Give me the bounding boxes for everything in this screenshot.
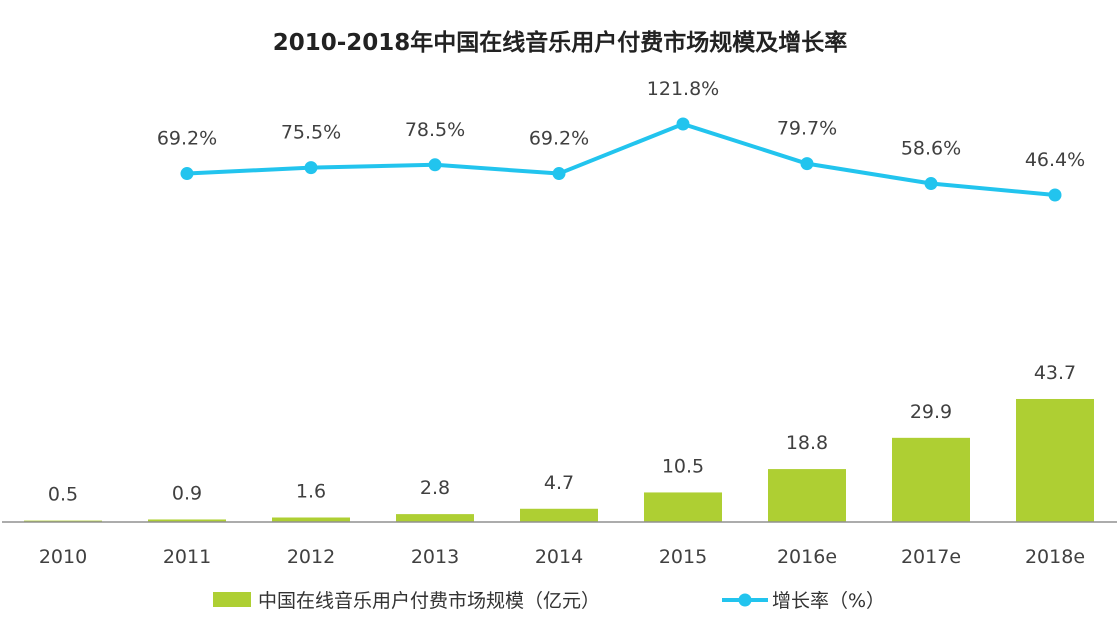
line-value-label: 69.2% xyxy=(529,128,589,150)
line-value-label: 79.7% xyxy=(777,118,837,140)
bar xyxy=(1016,398,1094,522)
legend-line-marker xyxy=(738,593,752,607)
bar-value-label: 43.7 xyxy=(1034,362,1076,384)
x-tick-label: 2011 xyxy=(163,546,211,568)
line-point xyxy=(180,167,194,181)
bar-value-label: 2.8 xyxy=(420,477,450,499)
line-point xyxy=(676,117,690,131)
x-tick-label: 2014 xyxy=(535,546,583,568)
bar-value-label: 0.5 xyxy=(48,484,78,506)
x-tick-label: 2010 xyxy=(39,546,87,568)
legend-bar-swatch xyxy=(213,592,251,607)
x-tick-label: 2013 xyxy=(411,546,459,568)
line-value-label: 78.5% xyxy=(405,119,465,141)
legend-bar-label: 中国在线音乐用户付费市场规模（亿元） xyxy=(258,590,600,612)
line-point xyxy=(428,158,442,172)
line-point xyxy=(800,157,814,171)
bar-value-label: 0.9 xyxy=(172,482,202,504)
bar xyxy=(396,514,474,522)
legend-line-label: 增长率（%） xyxy=(772,590,885,612)
bar xyxy=(768,469,846,522)
x-tick-label: 2012 xyxy=(287,546,335,568)
x-tick-label: 2015 xyxy=(659,546,707,568)
line-value-label: 121.8% xyxy=(647,78,719,100)
bar xyxy=(892,437,970,522)
line-point xyxy=(552,167,566,181)
x-tick-label: 2016e xyxy=(777,546,837,568)
line-value-label: 69.2% xyxy=(157,128,217,150)
bar-value-label: 10.5 xyxy=(662,455,704,477)
bar xyxy=(644,492,722,522)
line-series: 69.2% 75.5% 78.5% 69.2% 121.8% 79.7% 58.6% 46.4… xyxy=(157,78,1085,202)
legend: 中国在线音乐用户付费市场规模（亿元） 增长率（%） xyxy=(213,590,885,612)
bar-series: 0.5 0.9 1.6 2.8 4.7 10.5 18.8 29.9 43.7 xyxy=(24,362,1094,522)
line-value-label: 75.5% xyxy=(281,122,341,144)
growth-line xyxy=(186,122,1056,198)
line-value-label: 58.6% xyxy=(901,138,961,160)
bar xyxy=(272,517,350,522)
x-axis-ticks: 2010 2011 2012 2013 2014 2015 2016e 2017e 2018e xyxy=(39,546,1085,568)
bar xyxy=(520,508,598,522)
x-tick-label: 2017e xyxy=(901,546,961,568)
line-value-label: 46.4% xyxy=(1025,149,1085,171)
x-tick-label: 2018e xyxy=(1025,546,1085,568)
line-point xyxy=(304,161,318,175)
chart-title: 2010-2018年中国在线音乐用户付费市场规模及增长率 xyxy=(273,29,848,56)
bar-value-label: 29.9 xyxy=(910,401,952,423)
bar-value-label: 4.7 xyxy=(544,472,574,494)
bar xyxy=(148,519,226,522)
bar-value-label: 1.6 xyxy=(296,480,326,502)
line-point xyxy=(1048,188,1062,202)
line-point xyxy=(924,177,938,191)
bar-value-label: 18.8 xyxy=(786,432,828,454)
